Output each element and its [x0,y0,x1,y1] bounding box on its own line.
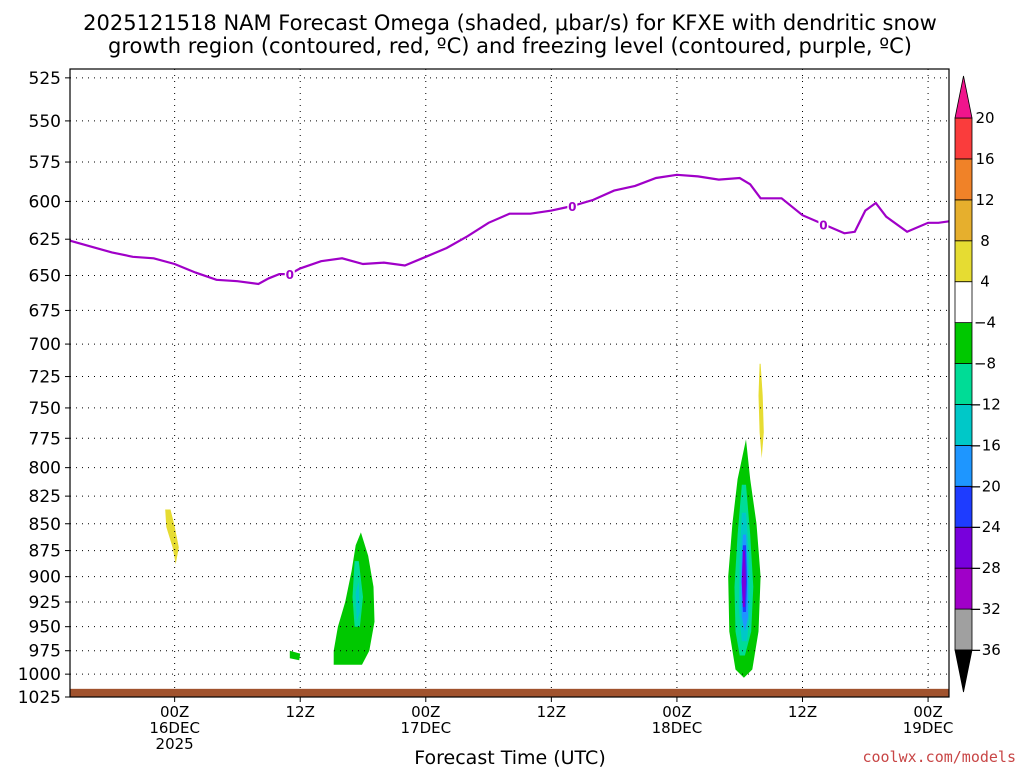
y-tick-label-750: 750 [29,399,61,419]
omega-region-1-1 [289,650,301,661]
y-tick-label-550: 550 [29,112,61,132]
colorbar-segment-12 [954,117,973,160]
colorbar-tick--32: −32 [969,600,1001,618]
colorbar-segment-8 [954,281,973,324]
freezing-label-bg-0 [284,267,295,282]
colorbar-tick-8: 8 [980,232,990,250]
colorbar-tick--24: −24 [969,518,1001,536]
omega-shading [165,363,764,678]
x-axis-label: Forecast Time (UTC) [414,747,605,768]
y-tick-label-725: 725 [29,368,61,388]
y-tick-label-775: 775 [29,429,61,449]
x-tick-label-78-1: 19DEC [903,719,954,737]
ground-layer [70,688,949,697]
y-tick-label-525: 525 [29,69,61,89]
ground-fill [70,688,949,697]
y-tick-label-950: 950 [29,618,61,638]
y-tick-label-650: 650 [29,266,61,286]
y-tick-label-675: 675 [29,301,61,321]
y-tick-label-825: 825 [29,487,61,507]
y-tick-label-850: 850 [29,515,61,535]
y-tick-label-1000: 1000 [18,665,61,685]
credit-text: coolwx.com/models [862,748,1016,766]
colorbar-segment-7 [954,322,973,364]
chart-title-line1: 2025121518 NAM Forecast Omega (shaded, μ… [83,11,937,35]
colorbar-tick--16: −16 [969,436,1001,454]
x-tick-label-54-0: 00Z [662,703,691,721]
x-tick-label-66-0: 12Z [788,703,817,721]
y-tick-label-975: 975 [29,642,61,662]
colorbar-segment-9 [954,240,973,283]
omega-region-6-0 [741,550,746,607]
x-tick-label-6-1: 16DEC [149,719,200,737]
colorbar: −36 −32 −28 −24 −20 −16 −12 −8 −4 4 8 12 16 20 [954,75,1001,693]
y-tick-label-600: 600 [29,192,61,212]
freezing-label-bg-2 [818,217,829,232]
colorbar-tick-20: 20 [975,109,994,127]
x-tick-label-42-0: 12Z [537,703,566,721]
colorbar-tick--12: −12 [969,395,1001,413]
x-tick-label-6-0: 00Z [160,703,189,721]
x-tick-label-54-1: 18DEC [652,719,703,737]
y-tick-label-875: 875 [29,542,61,562]
y-tick-label-925: 925 [29,593,61,613]
colorbar-under-arrow [954,649,973,693]
colorbar-segment-10 [954,199,973,242]
colorbar-tick--8: −8 [974,355,996,373]
colorbar-tick-12: 12 [975,191,994,209]
freezing-level-line [69,173,950,286]
x-tick-label-6-2: 2025 [156,735,194,753]
y-tick-label-575: 575 [29,153,61,173]
omega-region-3-0 [355,581,360,622]
colorbar-tick--4: −4 [974,314,996,332]
colorbar-over-arrow [954,75,973,119]
y-axis: 525 550 575 600 625 650 675 700 725 750 775 800 825 8… [18,69,70,708]
colorbar-segment-11 [954,158,973,201]
y-tick-label-1025: 1025 [18,688,61,708]
freezing-label-0: 0 [286,268,294,282]
chart-title-line2: growth region (contoured, red, ºC) and f… [108,34,912,58]
colorbar-tick--20: −20 [969,477,1001,495]
colorbar-tick--36: −36 [969,641,1001,659]
x-tick-label-18-0: 12Z [286,703,315,721]
freezing-label-1: 0 [568,200,576,214]
y-tick-label-625: 625 [29,230,61,250]
x-tick-label-78-0: 00Z [913,703,942,721]
freezing-label-bg-1 [567,199,578,214]
dotted-grid [70,69,949,698]
plot-frame [69,68,950,698]
colorbar-tick--28: −28 [969,559,1001,577]
y-tick-label-800: 800 [29,459,61,479]
omega-region-0-0 [165,509,179,565]
x-tick-label-30-1: 17DEC [400,719,451,737]
omega-region-0-1 [758,363,764,459]
y-tick-label-900: 900 [29,568,61,588]
colorbar-tick-16: 16 [975,150,994,168]
freezing-label-2: 0 [819,218,827,232]
y-tick-label-700: 700 [29,335,61,355]
freezing-level-layer: 0 0 0 [69,173,950,286]
x-tick-label-30-0: 00Z [411,703,440,721]
colorbar-tick-4: 4 [980,273,990,291]
